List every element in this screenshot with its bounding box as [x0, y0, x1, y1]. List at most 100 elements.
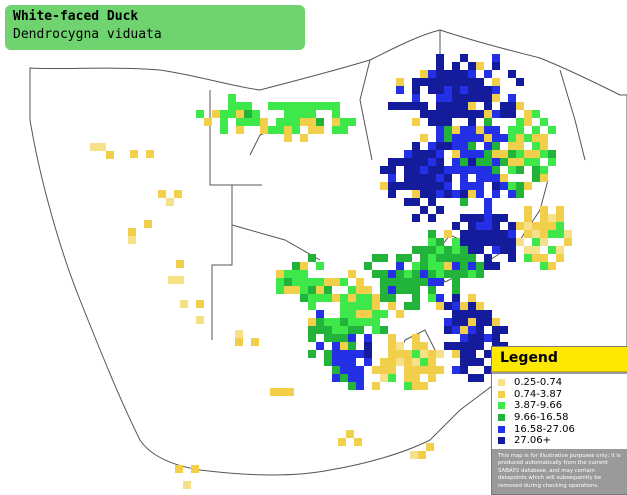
atlas-cell [364, 294, 372, 302]
atlas-cell [426, 443, 434, 451]
atlas-cell [436, 190, 444, 198]
atlas-cell [524, 110, 532, 118]
atlas-cell [548, 126, 556, 134]
atlas-cell [316, 118, 324, 126]
atlas-cell [356, 278, 364, 286]
atlas-cell [476, 190, 484, 198]
atlas-cell [452, 158, 460, 166]
atlas-cell [556, 254, 564, 262]
atlas-cell [476, 222, 484, 230]
atlas-cell [356, 382, 364, 390]
atlas-cell [332, 374, 340, 382]
legend-item: 0.25-0.74 [498, 377, 627, 389]
atlas-cell [404, 254, 412, 262]
atlas-cell [492, 230, 500, 238]
atlas-cell [348, 310, 356, 318]
common-name: White-faced Duck [13, 9, 139, 24]
atlas-cell [468, 342, 476, 350]
atlas-cell [452, 310, 460, 318]
atlas-cell [516, 102, 524, 110]
atlas-cell [492, 174, 500, 182]
atlas-cell [276, 270, 284, 278]
atlas-cell [380, 182, 388, 190]
atlas-cell [476, 182, 484, 190]
atlas-cell [324, 326, 332, 334]
atlas-cell [388, 334, 396, 342]
atlas-cell [412, 350, 420, 358]
atlas-cell [548, 150, 556, 158]
atlas-cell [228, 102, 236, 110]
atlas-cell [468, 310, 476, 318]
atlas-cell [292, 102, 300, 110]
atlas-cell [452, 254, 460, 262]
atlas-cell [428, 118, 436, 126]
atlas-cell [452, 286, 460, 294]
atlas-cell [348, 382, 356, 390]
atlas-cell [460, 342, 468, 350]
atlas-cell [460, 110, 468, 118]
atlas-cell [436, 246, 444, 254]
atlas-cell [276, 126, 284, 134]
atlas-cell [492, 150, 500, 158]
legend-label: 3.87-9.66 [514, 400, 563, 412]
atlas-cell [316, 318, 324, 326]
atlas-cell [412, 334, 420, 342]
atlas-cell [396, 262, 404, 270]
atlas-cell [468, 238, 476, 246]
atlas-cell [412, 94, 420, 102]
atlas-cell [500, 182, 508, 190]
atlas-cell [508, 102, 516, 110]
atlas-cell [412, 302, 420, 310]
atlas-cell [356, 286, 364, 294]
atlas-cell [174, 190, 182, 198]
atlas-cell [500, 110, 508, 118]
atlas-cell [492, 110, 500, 118]
atlas-cell [460, 270, 468, 278]
atlas-cell [380, 326, 388, 334]
atlas-cell [235, 330, 243, 338]
atlas-cell [212, 110, 220, 118]
atlas-cell [516, 166, 524, 174]
atlas-cell [452, 134, 460, 142]
atlas-cell [508, 254, 516, 262]
atlas-cell [144, 220, 152, 228]
atlas-cell [412, 294, 420, 302]
atlas-cell [260, 118, 268, 126]
atlas-cell [484, 222, 492, 230]
atlas-cell [468, 110, 476, 118]
atlas-cell [316, 342, 324, 350]
atlas-cell [436, 262, 444, 270]
atlas-cell [460, 134, 468, 142]
atlas-cell [404, 382, 412, 390]
atlas-cell [428, 166, 436, 174]
atlas-cell [444, 270, 452, 278]
atlas-cell [332, 326, 340, 334]
atlas-cell [396, 78, 404, 86]
atlas-cell [396, 270, 404, 278]
atlas-cell [364, 262, 372, 270]
atlas-cell [444, 86, 452, 94]
atlas-cell [436, 134, 444, 142]
atlas-cell [508, 222, 516, 230]
atlas-cell [428, 230, 436, 238]
atlas-cell [308, 278, 316, 286]
atlas-cell [468, 102, 476, 110]
atlas-cell [548, 214, 556, 222]
atlas-cell [484, 334, 492, 342]
atlas-cell [532, 134, 540, 142]
atlas-cell [460, 230, 468, 238]
atlas-cell [468, 230, 476, 238]
atlas-grid-cells [90, 54, 572, 489]
atlas-cell [452, 110, 460, 118]
atlas-cell [348, 350, 356, 358]
atlas-cell [468, 150, 476, 158]
atlas-cell [484, 214, 492, 222]
atlas-cell [420, 134, 428, 142]
atlas-cell [484, 118, 492, 126]
atlas-cell [500, 246, 508, 254]
atlas-cell [460, 174, 468, 182]
atlas-cell [436, 294, 444, 302]
atlas-cell [460, 142, 468, 150]
atlas-cell [524, 118, 532, 126]
